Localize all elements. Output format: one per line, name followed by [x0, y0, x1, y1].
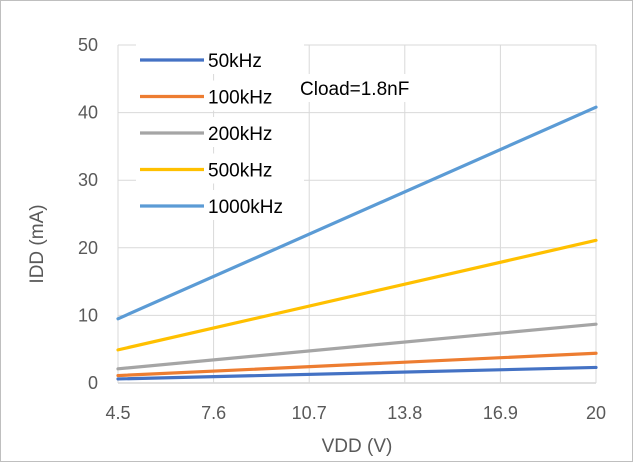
x-tick-label: 16.9 [483, 403, 518, 423]
series-line-500khz [116, 238, 598, 352]
y-tick-label: 0 [88, 373, 98, 393]
annotation: Cload=1.8nF [300, 79, 409, 100]
legend: 50kHz 100kHz 200kHz 500kHz 1000kHz [136, 44, 304, 220]
x-axis-title: VDD (V) [322, 436, 393, 457]
legend-label: 50kHz [208, 51, 262, 72]
legend-label: 500kHz [208, 161, 272, 182]
x-tick-label: 10.7 [292, 403, 327, 423]
legend-label: 1000kHz [208, 197, 283, 218]
x-tick-label: 7.6 [201, 403, 226, 423]
y-tick-label: 30 [78, 170, 98, 190]
x-tick-label: 20 [586, 403, 606, 423]
series-line-1000khz [116, 105, 598, 321]
y-tick-labels: 0 10 20 30 40 50 [78, 35, 98, 393]
y-tick-label: 20 [78, 238, 98, 258]
y-tick-label: 40 [78, 103, 98, 123]
y-tick-label: 10 [78, 305, 98, 325]
series-lines [116, 105, 598, 381]
x-tick-label: 4.5 [105, 403, 130, 423]
annotation-background [292, 74, 444, 102]
legend-label: 200kHz [208, 124, 272, 145]
y-tick-label: 50 [78, 35, 98, 55]
series-line-200khz [116, 322, 598, 371]
series-line-100khz [116, 351, 598, 378]
x-tick-labels: 4.5 7.6 10.7 13.8 16.9 20 [105, 403, 606, 423]
legend-label: 100kHz [208, 88, 272, 109]
y-axis-title: IDD (mA) [27, 204, 48, 283]
x-tick-label: 13.8 [387, 403, 422, 423]
series-line-50khz [116, 365, 598, 381]
